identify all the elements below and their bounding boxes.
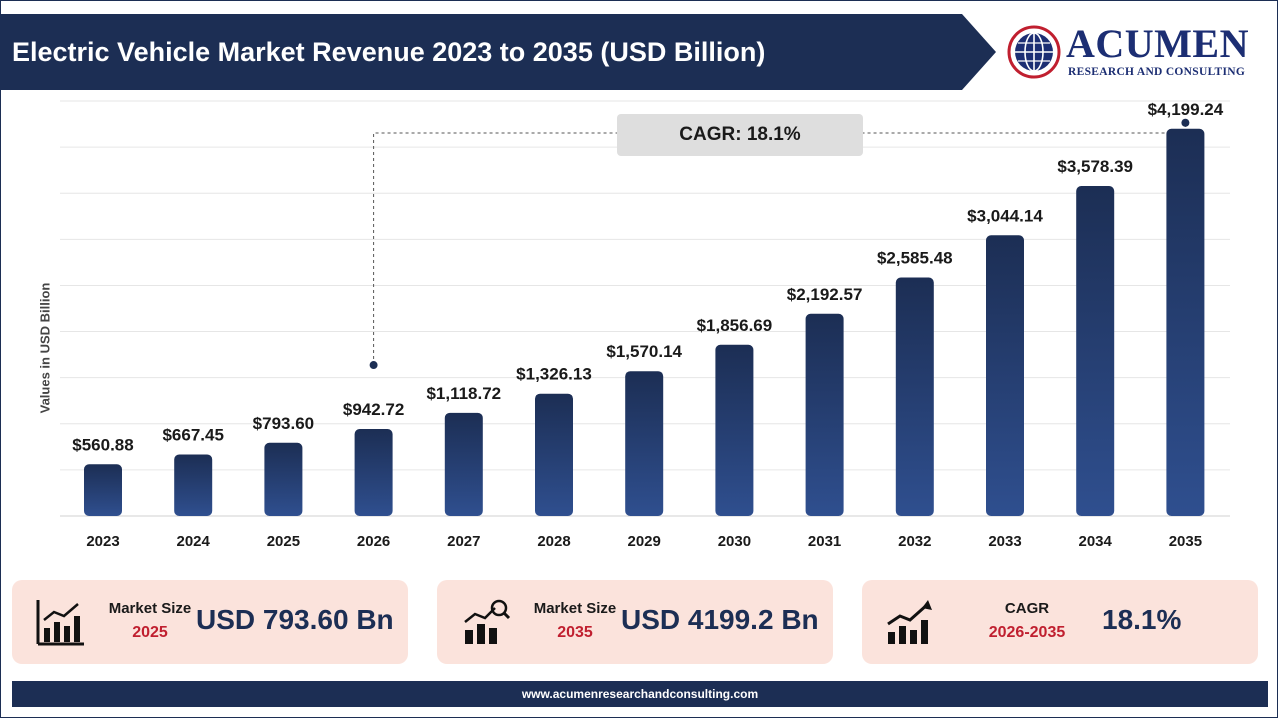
data-label-2031: $2,192.57	[787, 285, 863, 304]
data-label-2034: $3,578.39	[1057, 157, 1133, 176]
data-label-2024: $667.45	[162, 425, 223, 444]
data-label-2035: $4,199.24	[1148, 100, 1224, 119]
bar-2034	[1076, 185, 1115, 516]
bar-2024	[174, 454, 213, 516]
card-market-size-2025: Market Size 2025 USD 793.60 Bn	[12, 580, 408, 664]
x-tick-2027: 2027	[447, 533, 480, 550]
growth-chart-icon	[464, 599, 511, 644]
trend-up-icon	[887, 600, 932, 644]
bar-2028	[535, 393, 573, 516]
bar-2025	[264, 442, 303, 516]
card-label: CAGR	[1004, 600, 1050, 617]
cagr-annotation: CAGR: 18.1%	[617, 114, 863, 156]
card-year: 2026-2035	[988, 624, 1066, 641]
bar-chart-svg: $560.88 $667.45 $793.60 $942.72 $1,118.72 $1,…	[60, 100, 1230, 550]
x-tick-2025: 2025	[267, 533, 300, 550]
data-label-2027: $1,118.72	[426, 384, 501, 403]
card-label: Market Size	[533, 600, 617, 617]
footer-url: www.acumenresearchandconsulting.com	[12, 681, 1268, 707]
x-tick-2029: 2029	[628, 533, 661, 550]
card-market-size-2035: Market Size 2035 USD 4199.2 Bn	[437, 580, 833, 664]
cagr-end-dot	[1181, 118, 1190, 127]
bar-chart-icon	[36, 600, 84, 646]
data-label-2029: $1,570.14	[606, 342, 682, 361]
bar-chart: $560.88 $667.45 $793.60 $942.72 $1,118.72 $1,…	[0, 100, 1280, 570]
bar-2027	[444, 412, 483, 516]
card-year: 2035	[557, 624, 593, 641]
data-label-2032: $2,585.48	[877, 249, 953, 268]
brand-name: ACUMEN	[1066, 21, 1249, 66]
x-tick-2024: 2024	[177, 533, 211, 550]
x-tick-2028: 2028	[537, 533, 570, 550]
title-banner: Electric Vehicle Market Revenue 2023 to …	[0, 14, 1000, 90]
bar-2033	[986, 235, 1024, 517]
data-label-2023: $560.88	[72, 435, 133, 454]
card-value: 18.1%	[1102, 604, 1182, 635]
data-label-2030: $1,856.69	[697, 316, 773, 335]
brand-tagline: RESEARCH AND CONSULTING	[1068, 66, 1246, 78]
globe-icon	[1007, 25, 1061, 79]
bar-2023	[84, 464, 122, 516]
x-tick-2034: 2034	[1079, 533, 1113, 550]
bar-2035	[1166, 128, 1205, 516]
cagr-start-dot	[369, 361, 378, 370]
page-title: Electric Vehicle Market Revenue 2023 to …	[12, 37, 766, 67]
x-tick-2030: 2030	[718, 533, 751, 550]
x-tick-2031: 2031	[808, 533, 841, 550]
card-label: Market Size	[108, 600, 192, 617]
x-tick-2033: 2033	[988, 533, 1021, 550]
bar-2029	[625, 371, 664, 516]
summary-cards: Market Size 2025 USD 793.60 Bn Market Si…	[0, 580, 1280, 666]
bar-2030	[715, 344, 754, 516]
x-tick-2026: 2026	[357, 533, 390, 550]
data-label-2026: $942.72	[343, 400, 404, 419]
x-tick-2032: 2032	[898, 533, 931, 550]
bar-2026	[354, 429, 393, 516]
title-banner-shape	[0, 14, 996, 90]
data-label-2028: $1,326.13	[516, 365, 592, 384]
x-tick-2023: 2023	[86, 533, 119, 550]
data-label-2033: $3,044.14	[967, 206, 1043, 225]
bar-2032	[895, 277, 934, 516]
data-label-2025: $793.60	[253, 414, 314, 433]
card-cagr: CAGR 2026-2035 18.1%	[862, 580, 1258, 664]
card-value: USD 4199.2 Bn	[621, 604, 819, 635]
x-tick-2035: 2035	[1169, 533, 1202, 550]
brand-logo: ACUMEN RESEARCH AND CONSULTING	[1004, 20, 1266, 84]
y-axis-label: Values in USD Billion	[37, 282, 53, 414]
card-year: 2025	[132, 624, 168, 641]
bar-2031	[805, 313, 844, 516]
card-value: USD 793.60 Bn	[196, 604, 394, 635]
